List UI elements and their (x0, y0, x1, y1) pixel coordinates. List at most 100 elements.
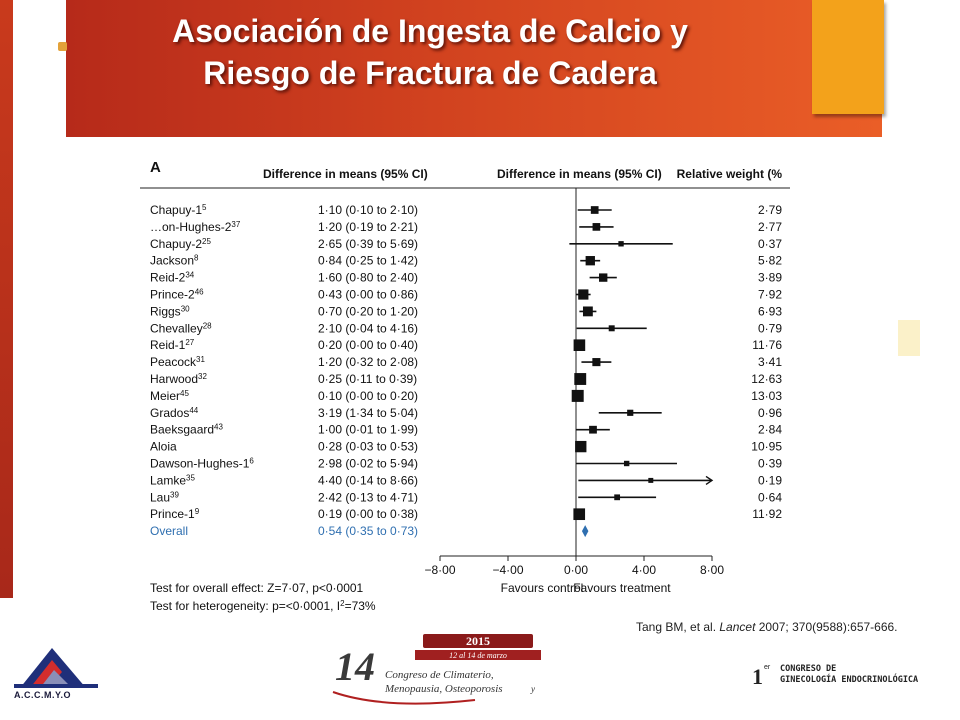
study-marker (578, 289, 589, 300)
study-reference: 45 (180, 388, 189, 397)
congress-line-2: Menopausia, Osteoporosis (384, 683, 503, 695)
overall-ci: 0·54 (0·35 to 0·73) (318, 524, 418, 538)
study-name: Chevalley28 (150, 321, 212, 336)
heterogeneity-value: =73% (345, 599, 376, 613)
study-marker (627, 409, 634, 416)
study-weight: 7·92 (758, 288, 782, 302)
accmyo-logo: A.C.C.M.Y.O (10, 642, 102, 704)
study-marker (589, 425, 597, 434)
study-weight: 0·79 (758, 321, 782, 335)
panel-label: A (150, 159, 161, 176)
study-marker (592, 358, 601, 367)
study-marker (614, 494, 621, 501)
accent-square (812, 0, 884, 114)
study-marker (623, 460, 630, 467)
x-tick-label: 8·00 (700, 563, 724, 577)
study-reference: 8 (194, 253, 199, 262)
citation-details: 2007; 370(9588):657-666. (755, 620, 898, 634)
congress-dates-band (415, 650, 541, 660)
study-name: Dawson-Hughes-16 (150, 456, 254, 471)
overall-diamond (581, 525, 589, 538)
study-reference: 25 (202, 236, 211, 245)
study-weight: 10·95 (751, 440, 782, 454)
x-label-left: Favours control (501, 581, 584, 595)
study-marker (599, 273, 608, 282)
congress-swoosh (332, 691, 476, 705)
slide-title: Asociación de Ingesta de Calcio y Riesgo… (70, 10, 790, 94)
study-reference: 46 (195, 287, 204, 296)
study-ci: 2·65 (0·39 to 5·69) (318, 237, 418, 251)
left-accent-bar (0, 0, 13, 598)
x-tick-label: −8·00 (424, 563, 455, 577)
study-weight: 2·84 (758, 423, 782, 437)
study-name: Grados44 (150, 405, 199, 420)
congress-line-1: Congreso de Climaterio, (385, 669, 494, 681)
citation-authors: Tang BM, et al. (636, 620, 720, 634)
study-weight: 0·96 (758, 406, 782, 420)
study-reference: 34 (185, 270, 194, 279)
study-ci: 3·19 (1·34 to 5·04) (318, 406, 418, 420)
study-reference: 9 (195, 507, 200, 516)
study-marker (608, 325, 615, 332)
header-plot: Difference in means (95% CI) (497, 167, 662, 181)
study-weight: 13·03 (751, 389, 782, 403)
study-reference: 37 (231, 219, 240, 228)
study-marker (575, 440, 587, 453)
congress-logo: 2015 12 al 14 de marzo 14 Congreso de Cl… (332, 634, 541, 705)
study-name: Riggs30 (150, 304, 190, 319)
study-reference: 35 (186, 473, 195, 482)
slide-title-line-2: Riesgo de Fractura de Cadera (203, 55, 657, 91)
accmyo-logo-text: A.C.C.M.Y.O (14, 690, 72, 700)
study-weight: 3·89 (758, 271, 782, 285)
study-name: Reid-127 (150, 338, 195, 353)
x-tick-label: 0·00 (564, 563, 588, 577)
x-label-right: Favours treatment (573, 581, 671, 595)
congress-year: 2015 (466, 634, 490, 648)
study-ci: 2·10 (0·04 to 4·16) (318, 321, 418, 335)
heterogeneity-superscript: 2 (340, 599, 345, 608)
study-ci: 0·28 (0·03 to 0·53) (318, 440, 418, 454)
study-marker (573, 508, 586, 521)
study-reference: 30 (181, 304, 190, 313)
study-ci: 0·84 (0·25 to 1·42) (318, 254, 418, 268)
study-weight: 0·39 (758, 457, 782, 471)
title-bullet (58, 42, 67, 51)
study-weight: 3·41 (758, 355, 782, 369)
study-ci: 0·20 (0·00 to 0·40) (318, 338, 418, 352)
study-marker (571, 389, 584, 402)
slide-title-line-1: Asociación de Ingesta de Calcio y (172, 13, 688, 49)
gynecology-number-suffix: er (764, 664, 771, 671)
test-heterogeneity: Test for heterogeneity: p=<0·0001, I2=73… (150, 599, 376, 614)
study-ci: 0·43 (0·00 to 0·86) (318, 288, 418, 302)
study-weight: 11·76 (752, 338, 782, 352)
study-name: Baeksgaard43 (150, 422, 223, 437)
gynecology-line-2: GINECOLOGÍA ENDOCRINOLÓGICA (780, 675, 919, 685)
test-overall: Test for overall effect: Z=7·07, p<0·000… (150, 581, 364, 595)
x-tick-label: 4·00 (632, 563, 656, 577)
header-ci: Difference in means (95% CI) (263, 167, 428, 181)
study-reference: 32 (198, 372, 207, 381)
gynecology-number: 1 (752, 664, 763, 689)
gynecology-line-1: CONGRESO DE (780, 664, 837, 674)
study-name: Meier45 (150, 388, 189, 403)
study-reference: 44 (189, 405, 198, 414)
congress-suffix: y (530, 684, 535, 694)
study-ci: 2·42 (0·13 to 4·71) (318, 490, 418, 504)
study-ci: 0·25 (0·11 to 0·39) (318, 372, 417, 386)
study-marker (574, 373, 587, 385)
study-weight: 5·82 (758, 254, 782, 268)
study-reference: 43 (214, 422, 223, 431)
study-weight: 2·77 (758, 220, 782, 234)
study-name: Lamke35 (150, 473, 195, 488)
study-marker (618, 241, 624, 247)
study-marker (590, 206, 599, 214)
title-banner (66, 0, 882, 137)
study-name: Prince-246 (150, 287, 204, 302)
study-weight: 0·19 (758, 473, 782, 487)
study-ci: 1·20 (0·32 to 2·08) (318, 355, 418, 369)
study-reference: 6 (249, 456, 254, 465)
congress-number: 14 (335, 644, 375, 689)
study-marker (592, 223, 601, 231)
study-weight: 6·93 (758, 304, 782, 318)
study-ci: 1·20 (0·19 to 2·21) (318, 220, 418, 234)
